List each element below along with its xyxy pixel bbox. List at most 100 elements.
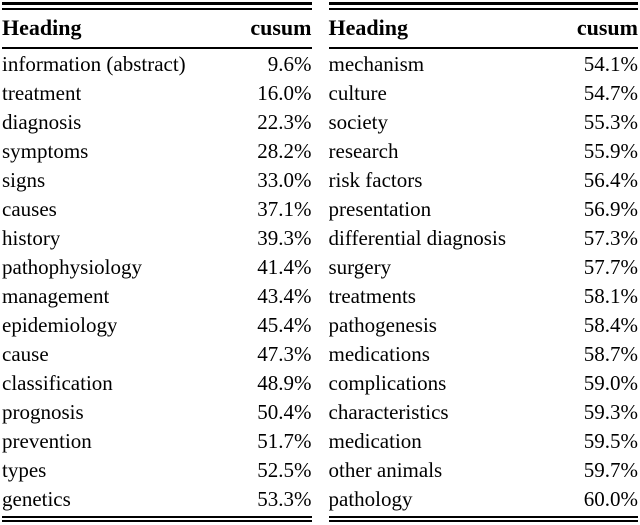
cusum-cell: 39.3% bbox=[257, 226, 312, 250]
heading-cell: society bbox=[328, 110, 388, 134]
cusum-cell: 59.0% bbox=[583, 371, 638, 395]
heading-cell: pathogenesis bbox=[328, 313, 437, 337]
cusum-cell: 55.3% bbox=[583, 110, 638, 134]
table-row: epidemiology 45.4% bbox=[2, 311, 312, 340]
cusum-cell: 59.7% bbox=[583, 458, 638, 482]
table-row: culture 54.7% bbox=[329, 79, 639, 108]
table-row: characteristics 59.3% bbox=[329, 398, 639, 427]
column-header-heading: Heading bbox=[328, 15, 408, 40]
cusum-cell: 60.0% bbox=[583, 487, 638, 511]
cusum-cell: 37.1% bbox=[257, 197, 312, 221]
cusum-cell: 45.4% bbox=[257, 313, 312, 337]
cusum-cell: 56.4% bbox=[583, 168, 638, 192]
heading-cell: culture bbox=[328, 81, 387, 105]
table-row: other animals 59.7% bbox=[329, 456, 639, 485]
table-row: classification 48.9% bbox=[2, 369, 312, 398]
table-row: pathophysiology 41.4% bbox=[2, 253, 312, 282]
heading-cell: differential diagnosis bbox=[328, 226, 507, 250]
heading-cell: medication bbox=[328, 429, 422, 453]
cusum-cell: 57.7% bbox=[583, 255, 638, 279]
heading-cell: information (abstract) bbox=[2, 52, 186, 76]
table-row: history 39.3% bbox=[2, 224, 312, 253]
heading-cell: history bbox=[2, 226, 61, 250]
cusum-cell: 28.2% bbox=[257, 139, 312, 163]
column-header-heading: Heading bbox=[2, 15, 82, 40]
table-row: pathogenesis 58.4% bbox=[329, 311, 639, 340]
table-row: presentation 56.9% bbox=[329, 195, 639, 224]
heading-cell: medications bbox=[328, 342, 430, 366]
heading-cell: prognosis bbox=[2, 400, 84, 424]
table-row: medication 59.5% bbox=[329, 427, 639, 456]
cusum-cell: 51.7% bbox=[257, 429, 312, 453]
header-rule bbox=[328, 47, 638, 49]
heading-cell: epidemiology bbox=[2, 313, 118, 337]
table-right-half: Heading cusum mechanism 54.1% culture 54.7%… bbox=[328, 2, 639, 522]
table-row: differential diagnosis 57.3% bbox=[329, 224, 639, 253]
table-row: diagnosis 22.3% bbox=[2, 108, 312, 137]
table-row: symptoms 28.2% bbox=[2, 137, 312, 166]
heading-cell: mechanism bbox=[328, 52, 425, 76]
cusum-cell: 50.4% bbox=[257, 400, 312, 424]
heading-cell: presentation bbox=[328, 197, 432, 221]
heading-cell: pathophysiology bbox=[2, 255, 142, 279]
heading-cell: risk factors bbox=[328, 168, 423, 192]
table-row: complications 59.0% bbox=[329, 369, 639, 398]
cusum-cell: 57.3% bbox=[583, 226, 638, 250]
cusum-cell: 59.5% bbox=[583, 429, 638, 453]
table-row: genetics 53.3% bbox=[2, 485, 312, 514]
cusum-cell: 58.1% bbox=[583, 284, 638, 308]
top-double-rule bbox=[2, 2, 312, 10]
cusum-cell: 47.3% bbox=[257, 342, 312, 366]
top-double-rule bbox=[328, 2, 638, 10]
cusum-cell: 54.1% bbox=[583, 52, 638, 76]
heading-cell: symptoms bbox=[2, 139, 89, 163]
heading-cell: surgery bbox=[328, 255, 392, 279]
cusum-cell: 16.0% bbox=[257, 81, 312, 105]
header-rule bbox=[2, 47, 312, 49]
table-row: treatments 58.1% bbox=[329, 282, 639, 311]
cusum-cell: 59.3% bbox=[583, 400, 638, 424]
heading-cell: treatments bbox=[328, 284, 416, 308]
table-row: medications 58.7% bbox=[329, 340, 639, 369]
heading-cell: complications bbox=[328, 371, 447, 395]
cusum-cell: 53.3% bbox=[257, 487, 312, 511]
table-row: treatment 16.0% bbox=[2, 79, 312, 108]
heading-cell: prevention bbox=[2, 429, 92, 453]
cusum-cell: 56.9% bbox=[583, 197, 638, 221]
heading-cell: signs bbox=[2, 168, 46, 192]
table-row: society 55.3% bbox=[329, 108, 639, 137]
heading-cell: pathology bbox=[328, 487, 413, 511]
heading-cell: types bbox=[2, 458, 47, 482]
table-row: prognosis 50.4% bbox=[2, 398, 312, 427]
cusum-cell: 9.6% bbox=[267, 52, 312, 76]
cusum-cell: 48.9% bbox=[257, 371, 312, 395]
table-body: information (abstract) 9.6% treatment 16.0%… bbox=[2, 49, 312, 514]
heading-cell: classification bbox=[2, 371, 113, 395]
cusum-cell: 58.4% bbox=[583, 313, 638, 337]
heading-cell: cause bbox=[2, 342, 49, 366]
heading-cell: other animals bbox=[328, 458, 443, 482]
heading-cell: diagnosis bbox=[2, 110, 82, 134]
table-row: types 52.5% bbox=[2, 456, 312, 485]
bottom-double-rule bbox=[2, 516, 312, 522]
heading-cell: characteristics bbox=[328, 400, 449, 424]
table-row: pathology 60.0% bbox=[329, 485, 639, 514]
heading-cell: management bbox=[2, 284, 110, 308]
table-row: prevention 51.7% bbox=[2, 427, 312, 456]
table-header-row: Heading cusum bbox=[329, 10, 639, 47]
column-header-cusum: cusum bbox=[576, 15, 638, 40]
table-row: mechanism 54.1% bbox=[329, 50, 639, 79]
table-row: risk factors 56.4% bbox=[329, 166, 639, 195]
cusum-cell: 54.7% bbox=[583, 81, 638, 105]
cusum-cell: 41.4% bbox=[257, 255, 312, 279]
cusum-cell: 22.3% bbox=[257, 110, 312, 134]
table-row: cause 47.3% bbox=[2, 340, 312, 369]
table-row: signs 33.0% bbox=[2, 166, 312, 195]
cusum-cell: 58.7% bbox=[583, 342, 638, 366]
table-row: management 43.4% bbox=[2, 282, 312, 311]
column-header-cusum: cusum bbox=[250, 15, 312, 40]
heading-cell: treatment bbox=[2, 81, 82, 105]
table-row: research 55.9% bbox=[329, 137, 639, 166]
cusum-cell: 43.4% bbox=[257, 284, 312, 308]
table-left-half: Heading cusum information (abstract) 9.6%… bbox=[2, 2, 312, 522]
